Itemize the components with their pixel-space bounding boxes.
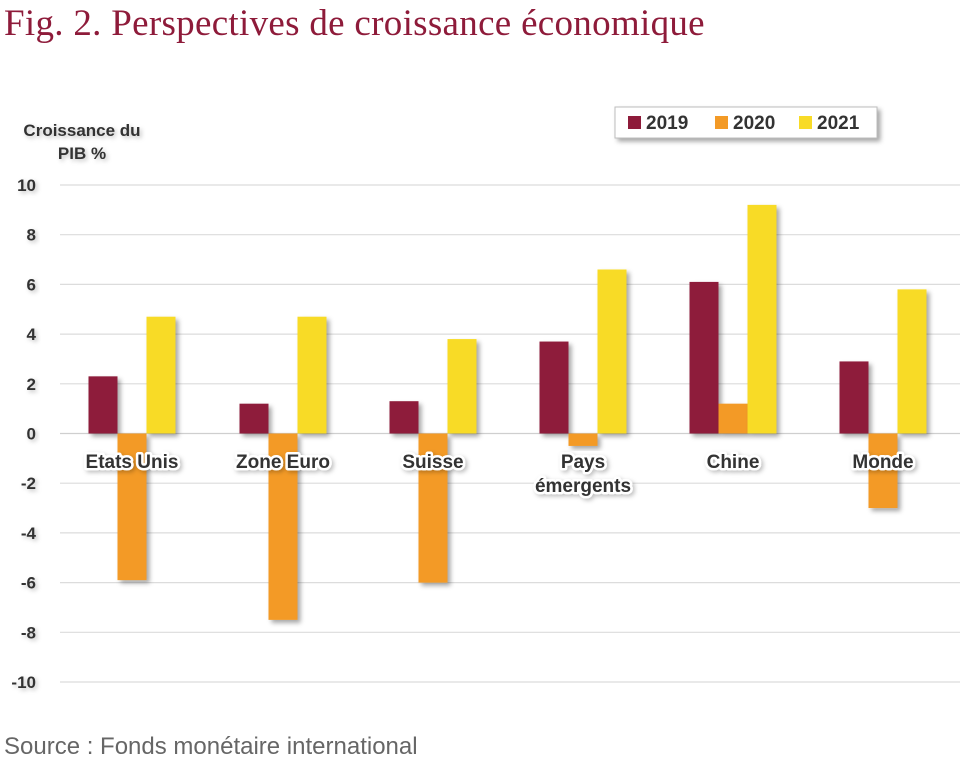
bar-2021-4 — [747, 204, 777, 434]
gridlines — [60, 184, 960, 683]
category-label: Etats Unis — [86, 452, 179, 473]
bar-chart: 10 8 6 4 2 0 -2 -4 -6 -8 -10 Croissance du PIB % Et… — [11, 106, 960, 692]
bar-2019-2 — [389, 401, 419, 434]
y-tick-label: 8 — [27, 226, 36, 245]
legend-box — [614, 106, 878, 139]
legend: 2019 2020 2021 — [614, 106, 878, 139]
y-tick-label: 6 — [27, 275, 36, 294]
y-tick-label: 2 — [27, 375, 36, 394]
bar-2020-3 — [568, 433, 598, 446]
category-label-halo: Pays — [561, 452, 605, 473]
bar-2021-3 — [597, 269, 627, 434]
y-tick-label: 0 — [27, 425, 36, 444]
y-axis-label-line: Croissance du — [23, 121, 140, 140]
legend-swatch-2019 — [628, 116, 641, 129]
y-tick-label: -10 — [11, 673, 36, 692]
bar-2020-5 — [868, 433, 898, 509]
y-axis-label: Croissance du PIB % — [23, 121, 140, 163]
category-label: émergents — [535, 476, 631, 497]
y-tick-label: -2 — [21, 474, 36, 493]
y-tick-label: -6 — [21, 574, 36, 593]
legend-label-2021: 2021 — [817, 113, 860, 134]
y-tick-label: -8 — [21, 623, 36, 642]
bar-2021-1 — [297, 316, 327, 434]
bar-2019-0 — [88, 376, 118, 434]
y-axis-label-line: PIB % — [58, 144, 106, 163]
y-tick-label: 10 — [17, 176, 36, 195]
legend-swatch-2020 — [715, 116, 728, 129]
category-label: Suisse — [402, 452, 463, 473]
y-tick-label: 4 — [27, 325, 37, 344]
y-tick-label: -4 — [21, 524, 37, 543]
bar-2020-0 — [117, 433, 147, 581]
bars — [88, 204, 927, 620]
y-axis-ticks: 10 8 6 4 2 0 -2 -4 -6 -8 -10 — [11, 176, 36, 692]
bar-2019-1 — [239, 403, 269, 434]
bar-2021-5 — [897, 289, 927, 434]
legend-label-2020: 2020 — [733, 113, 775, 134]
category-label-halo: Chine — [707, 452, 760, 473]
bar-2021-2 — [447, 339, 477, 434]
category-label-halo: Zone Euro — [236, 452, 330, 473]
category-label: Chine — [707, 452, 760, 473]
legend-label-2019: 2019 — [646, 113, 688, 134]
bar-2020-4 — [718, 403, 748, 434]
category-label-halo: Suisse — [402, 452, 463, 473]
bar-2019-5 — [839, 361, 869, 434]
category-label-halo: Etats Unis — [86, 452, 179, 473]
legend-swatch-2021 — [799, 116, 812, 129]
bar-2021-0 — [146, 316, 176, 434]
bar-2019-4 — [689, 281, 719, 434]
category-label-halo: Monde — [852, 452, 913, 473]
figure-title: Fig. 2. Perspectives de croissance écono… — [4, 3, 705, 44]
bar-2020-1 — [268, 433, 298, 620]
bar-2020-2 — [418, 433, 448, 583]
category-label: Zone Euro — [236, 452, 330, 473]
category-label-halo: émergents — [535, 476, 631, 497]
category-label: Pays — [561, 452, 605, 473]
category-label: Monde — [852, 452, 913, 473]
bar-2019-3 — [539, 341, 569, 434]
source-note: Source : Fonds monétaire international — [4, 733, 418, 760]
